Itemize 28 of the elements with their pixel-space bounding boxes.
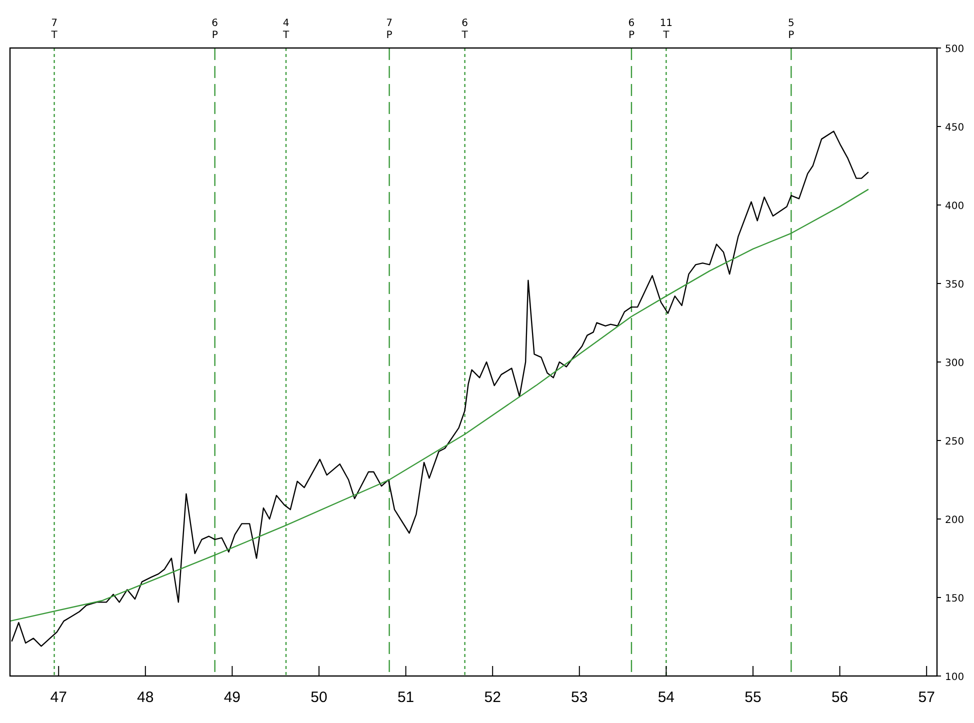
y-tick-label: 150: [945, 594, 964, 604]
x-tick-label: 56: [831, 689, 848, 706]
ref-line-label: 6 P: [212, 18, 218, 41]
x-tick-label: 51: [397, 689, 414, 706]
x-tick-label: 47: [50, 689, 67, 706]
x-tick-label: 49: [224, 689, 241, 706]
ref-line-label: 11 T: [660, 18, 673, 41]
y-tick-label: 200: [945, 515, 964, 526]
x-tick-label: 52: [484, 689, 501, 706]
ref-line-label: 7 T: [50, 18, 58, 41]
x-tick-label: 53: [571, 689, 588, 706]
ref-line-label: 6 P: [628, 18, 635, 41]
x-tick-label: 55: [744, 689, 762, 706]
ref-line-label: 5 P: [788, 18, 794, 41]
x-tick-label: 54: [658, 689, 675, 706]
x-tick-label: 48: [137, 689, 154, 706]
y-tick-label: 500: [945, 44, 964, 55]
y-tick-label: 350: [945, 280, 964, 290]
ref-line-label: 7 P: [386, 18, 392, 41]
y-tick-label: 450: [945, 122, 964, 134]
ref-line-label: 6 T: [460, 18, 469, 41]
y-tick-label: 400: [945, 201, 964, 212]
y-tick-label: 100: [945, 672, 964, 683]
ref-line-label: 4 T: [282, 18, 290, 41]
x-tick-label: 50: [310, 689, 328, 706]
y-tick-label: 300: [945, 358, 964, 369]
x-tick-label: 57: [918, 689, 935, 706]
y-tick-label: 250: [945, 436, 964, 448]
